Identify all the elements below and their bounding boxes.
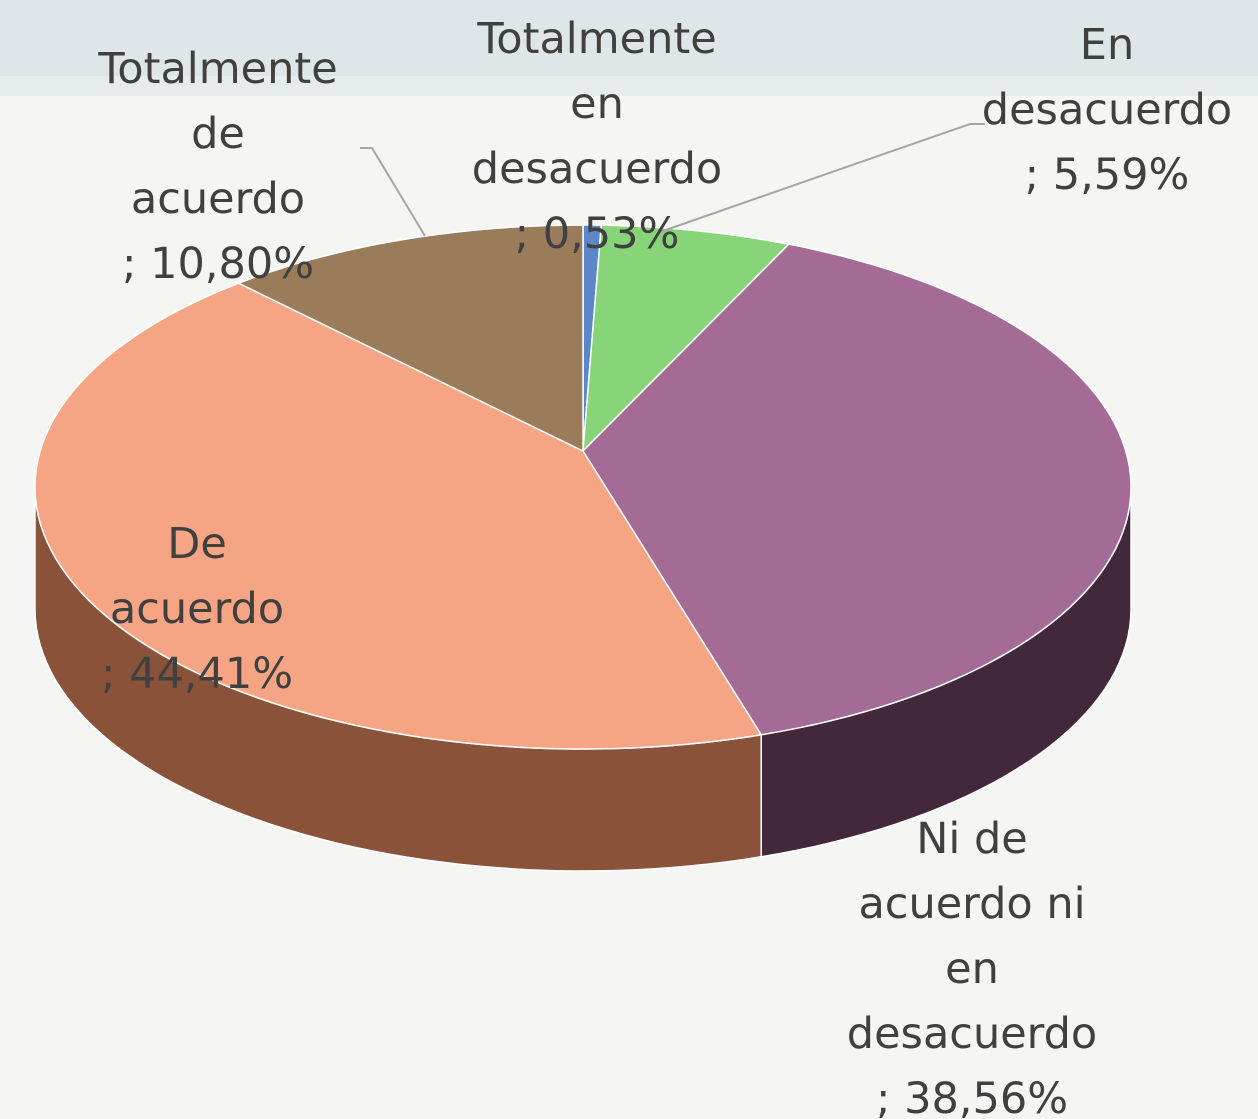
data-label-line: acuerdo xyxy=(131,174,305,224)
data-label-category: Totalmente de acuerdo xyxy=(97,44,337,224)
data-label-line: Ni de xyxy=(916,814,1028,864)
data-label-value: ; 0,53% xyxy=(515,209,680,259)
data-label-line: acuerdo xyxy=(110,584,284,634)
data-label-line: Totalmente xyxy=(97,44,337,94)
data-label-category: Totalmente en desacuerdo xyxy=(472,14,722,194)
data-label-line: en xyxy=(570,79,624,129)
data-label: De acuerdo ; 44,41% xyxy=(101,519,293,699)
leader-line xyxy=(659,123,985,233)
slice xyxy=(34,282,763,750)
pie xyxy=(34,224,1132,872)
slice xyxy=(582,243,1132,736)
data-label-line: De xyxy=(167,519,227,569)
data-label: Ni de acuerdo ni en desacuerdo ; 38,56% xyxy=(847,814,1097,1119)
data-label-line: desacuerdo xyxy=(472,144,722,194)
data-label-line: En xyxy=(1080,20,1134,70)
top-band-stripe xyxy=(0,76,1258,96)
data-label-value: ; 10,80% xyxy=(122,239,314,289)
data-label-value: ; 44,41% xyxy=(101,649,293,699)
data-label-line: acuerdo ni xyxy=(858,879,1085,929)
labels: Totalmente en desacuerdo ; 0,53% En desacuerd… xyxy=(97,14,1232,1119)
data-label-value: ; 5,59% xyxy=(1025,150,1190,200)
data-label-line: desacuerdo xyxy=(982,85,1232,135)
data-label-value: ; 38,56% xyxy=(876,1074,1068,1119)
data-label-line: Totalmente xyxy=(476,14,716,64)
data-label: En desacuerdo ; 5,59% xyxy=(982,20,1232,200)
slice xyxy=(582,224,791,453)
leader-line xyxy=(360,147,426,237)
data-label: Totalmente en desacuerdo ; 0,53% xyxy=(472,14,722,259)
data-label: Totalmente de acuerdo ; 10,80% xyxy=(97,44,337,289)
data-label-category: De acuerdo xyxy=(110,519,284,634)
data-label-category: En desacuerdo xyxy=(982,20,1232,135)
data-label-line: en xyxy=(945,944,999,994)
data-label-line: desacuerdo xyxy=(847,1009,1097,1059)
data-label-line: de xyxy=(191,109,245,159)
data-label-category: Ni de acuerdo ni en desacuerdo xyxy=(847,814,1097,1059)
slice xyxy=(236,224,584,453)
